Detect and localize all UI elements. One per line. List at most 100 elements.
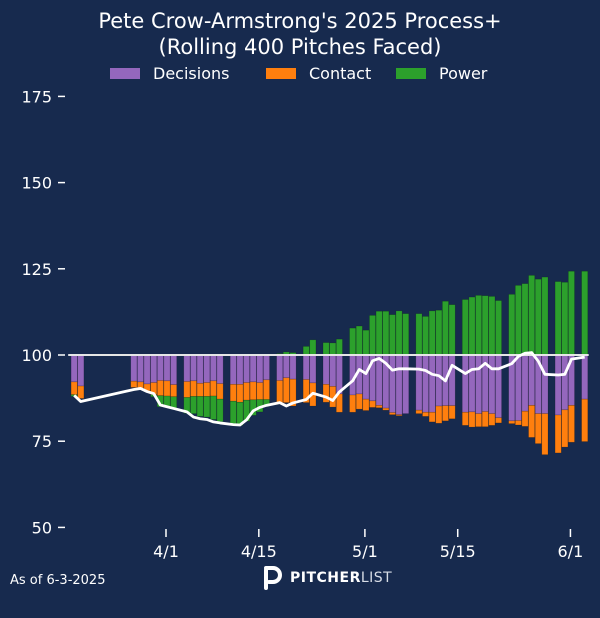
bar-contact — [541, 413, 549, 455]
y-tick-label: 75 — [32, 432, 52, 451]
bar-decisions — [196, 354, 204, 384]
bar-power — [349, 327, 357, 356]
bar-power — [508, 294, 516, 356]
bar-decisions — [170, 354, 178, 385]
bar-power — [355, 325, 363, 356]
bar-decisions — [263, 354, 270, 381]
bar-contact — [461, 411, 469, 426]
pitcherlist-logo: PITCHERLIST — [262, 566, 392, 590]
bar-decisions — [77, 354, 85, 387]
bar-contact — [568, 405, 575, 443]
legend-item-power: Power — [396, 64, 487, 83]
bar-decisions — [276, 354, 284, 381]
bar-contact — [495, 417, 502, 424]
legend-swatch-contact — [266, 68, 296, 79]
y-tick-label: 100 — [21, 346, 52, 365]
x-tick-label: 5/15 — [440, 542, 476, 561]
bar-contact — [448, 405, 456, 420]
bar-contact — [163, 380, 171, 397]
y-tick-label: 125 — [21, 260, 52, 279]
bar-power — [302, 346, 310, 356]
bar-contact — [389, 412, 396, 415]
bar-power — [196, 396, 204, 417]
bar-contact — [521, 410, 529, 427]
bar-contact — [77, 385, 85, 399]
bar-power — [534, 278, 542, 356]
bar-contact — [514, 420, 522, 426]
y-tick-label: 150 — [21, 174, 52, 193]
bar-decisions — [395, 354, 403, 415]
bar-decisions — [561, 354, 569, 411]
bar-contact — [263, 379, 270, 400]
bar-decisions — [282, 354, 290, 379]
bar-decisions — [203, 354, 211, 383]
bar-contact — [468, 411, 476, 428]
bar-contact — [256, 382, 264, 400]
process-plus-line — [73, 351, 585, 427]
x-tick-label: 5/1 — [352, 542, 378, 561]
bar-power — [216, 398, 224, 422]
bar-power — [422, 316, 429, 356]
bar-contact — [302, 379, 310, 403]
bar-decisions — [335, 354, 343, 395]
bar-contact — [362, 398, 370, 411]
bar-contact — [249, 381, 257, 401]
bar-power — [468, 296, 476, 356]
bar-power — [389, 314, 396, 356]
bar-power — [210, 395, 217, 420]
bar-power — [249, 399, 257, 416]
bar-power — [382, 310, 390, 356]
bar-decisions — [309, 354, 317, 384]
bar-decisions — [541, 354, 549, 414]
bar-power — [568, 270, 575, 356]
pitcherlist-p-icon — [262, 566, 282, 590]
bar-decisions — [362, 354, 370, 400]
bar-decisions — [448, 354, 456, 406]
bar-decisions — [322, 354, 330, 385]
bar-decisions — [329, 354, 337, 387]
legend-swatch-power — [396, 68, 426, 79]
bar-power — [461, 299, 469, 356]
bar-decisions — [216, 354, 224, 384]
bar-contact — [203, 382, 211, 397]
bar-power — [322, 342, 330, 356]
bar-decisions — [143, 354, 151, 385]
bar-decisions — [422, 354, 429, 413]
bar-decisions — [468, 354, 476, 413]
bar-decisions — [130, 354, 138, 382]
bar-power — [415, 313, 423, 356]
bar-power — [375, 310, 383, 356]
legend-swatch-decisions — [110, 68, 140, 79]
legend-item-contact: Contact — [266, 64, 371, 83]
bar-power — [541, 276, 549, 356]
x-tick-label: 4/15 — [241, 542, 277, 561]
bar-decisions — [256, 354, 264, 383]
bar-contact — [289, 378, 297, 407]
bar-contact — [156, 380, 164, 396]
bar-contact — [183, 381, 191, 398]
bar-power — [561, 281, 569, 356]
bar-decisions — [183, 354, 191, 382]
y-tick-label: 175 — [21, 87, 52, 106]
bar-contact — [349, 394, 357, 413]
bar-contact — [196, 382, 204, 397]
bar-decisions — [150, 354, 158, 383]
bar-contact — [190, 380, 197, 397]
bar-contact — [382, 407, 390, 411]
bar-contact — [229, 384, 237, 402]
bar-contact — [534, 413, 542, 444]
bar-contact — [216, 383, 224, 400]
bar-contact — [276, 380, 284, 403]
bar-contact — [243, 382, 250, 401]
bar-power — [554, 281, 562, 356]
bar-contact — [528, 405, 536, 438]
bar-contact — [355, 393, 363, 410]
bar-decisions — [514, 354, 522, 421]
bar-contact — [282, 377, 290, 403]
bar-contact — [130, 380, 138, 388]
bar-power — [495, 300, 502, 356]
bar-decisions — [243, 354, 250, 383]
bar-decisions — [521, 354, 529, 412]
bar-decisions — [554, 354, 562, 416]
pitcherlist-wordmark: PITCHERLIST — [290, 570, 393, 586]
